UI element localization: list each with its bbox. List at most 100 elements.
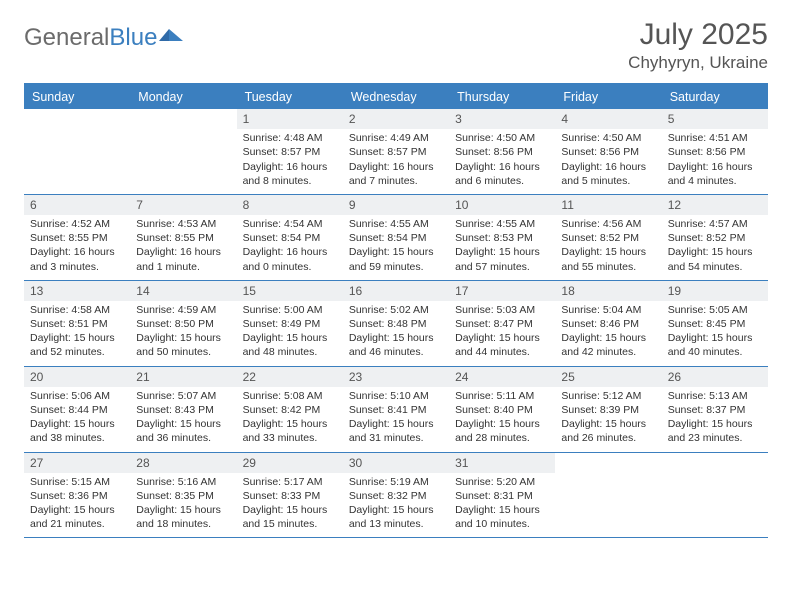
- sunrise-text: Sunrise: 4:48 AM: [243, 131, 337, 145]
- day-number: 2: [343, 109, 449, 129]
- week-row: 6Sunrise: 4:52 AMSunset: 8:55 PMDaylight…: [24, 195, 768, 281]
- sunrise-text: Sunrise: 4:52 AM: [30, 217, 124, 231]
- day-body: Sunrise: 5:03 AMSunset: 8:47 PMDaylight:…: [449, 301, 555, 366]
- day-number: 12: [662, 195, 768, 215]
- day-number: 15: [237, 281, 343, 301]
- day-body: [662, 473, 768, 481]
- days-of-week-row: Sunday Monday Tuesday Wednesday Thursday…: [24, 85, 768, 109]
- daylight-text: Daylight: 15 hours and 57 minutes.: [455, 245, 549, 273]
- daylight-text: Daylight: 16 hours and 5 minutes.: [561, 160, 655, 188]
- day-cell: 14Sunrise: 4:59 AMSunset: 8:50 PMDayligh…: [130, 281, 236, 366]
- day-number: 18: [555, 281, 661, 301]
- day-number: 14: [130, 281, 236, 301]
- day-body: Sunrise: 5:05 AMSunset: 8:45 PMDaylight:…: [662, 301, 768, 366]
- sunset-text: Sunset: 8:47 PM: [455, 317, 549, 331]
- day-number: 4: [555, 109, 661, 129]
- sunset-text: Sunset: 8:37 PM: [668, 403, 762, 417]
- day-body: Sunrise: 5:04 AMSunset: 8:46 PMDaylight:…: [555, 301, 661, 366]
- day-number: 16: [343, 281, 449, 301]
- day-number: 7: [130, 195, 236, 215]
- brand-mark-icon: [159, 23, 185, 48]
- day-cell: 29Sunrise: 5:17 AMSunset: 8:33 PMDayligh…: [237, 453, 343, 538]
- day-cell: 30Sunrise: 5:19 AMSunset: 8:32 PMDayligh…: [343, 453, 449, 538]
- sunrise-text: Sunrise: 5:07 AM: [136, 389, 230, 403]
- day-body: Sunrise: 5:02 AMSunset: 8:48 PMDaylight:…: [343, 301, 449, 366]
- sunset-text: Sunset: 8:51 PM: [30, 317, 124, 331]
- day-body: Sunrise: 5:07 AMSunset: 8:43 PMDaylight:…: [130, 387, 236, 452]
- week-row: 1Sunrise: 4:48 AMSunset: 8:57 PMDaylight…: [24, 109, 768, 195]
- sunrise-text: Sunrise: 4:51 AM: [668, 131, 762, 145]
- day-body: [555, 473, 661, 481]
- daylight-text: Daylight: 15 hours and 13 minutes.: [349, 503, 443, 531]
- day-number: 31: [449, 453, 555, 473]
- day-body: Sunrise: 4:51 AMSunset: 8:56 PMDaylight:…: [662, 129, 768, 194]
- day-number: 13: [24, 281, 130, 301]
- daylight-text: Daylight: 15 hours and 18 minutes.: [136, 503, 230, 531]
- sunrise-text: Sunrise: 5:04 AM: [561, 303, 655, 317]
- day-number: 25: [555, 367, 661, 387]
- day-cell: 11Sunrise: 4:56 AMSunset: 8:52 PMDayligh…: [555, 195, 661, 280]
- day-cell: 18Sunrise: 5:04 AMSunset: 8:46 PMDayligh…: [555, 281, 661, 366]
- sunrise-text: Sunrise: 5:05 AM: [668, 303, 762, 317]
- dow-thursday: Thursday: [449, 85, 555, 109]
- sunset-text: Sunset: 8:55 PM: [136, 231, 230, 245]
- day-cell: 23Sunrise: 5:10 AMSunset: 8:41 PMDayligh…: [343, 367, 449, 452]
- day-cell: 7Sunrise: 4:53 AMSunset: 8:55 PMDaylight…: [130, 195, 236, 280]
- daylight-text: Daylight: 16 hours and 6 minutes.: [455, 160, 549, 188]
- dow-monday: Monday: [130, 85, 236, 109]
- title-block: July 2025 Chyhyryn, Ukraine: [628, 18, 768, 73]
- daylight-text: Daylight: 15 hours and 50 minutes.: [136, 331, 230, 359]
- sunset-text: Sunset: 8:57 PM: [243, 145, 337, 159]
- daylight-text: Daylight: 15 hours and 21 minutes.: [30, 503, 124, 531]
- sunset-text: Sunset: 8:41 PM: [349, 403, 443, 417]
- sunset-text: Sunset: 8:52 PM: [668, 231, 762, 245]
- daylight-text: Daylight: 15 hours and 52 minutes.: [30, 331, 124, 359]
- day-cell: 21Sunrise: 5:07 AMSunset: 8:43 PMDayligh…: [130, 367, 236, 452]
- sunrise-text: Sunrise: 5:03 AM: [455, 303, 549, 317]
- daylight-text: Daylight: 15 hours and 38 minutes.: [30, 417, 124, 445]
- day-cell: [130, 109, 236, 194]
- day-number: 3: [449, 109, 555, 129]
- day-body: Sunrise: 4:54 AMSunset: 8:54 PMDaylight:…: [237, 215, 343, 280]
- sunset-text: Sunset: 8:52 PM: [561, 231, 655, 245]
- daylight-text: Daylight: 15 hours and 40 minutes.: [668, 331, 762, 359]
- sunrise-text: Sunrise: 5:16 AM: [136, 475, 230, 489]
- brand-part1: General: [24, 24, 109, 52]
- sunrise-text: Sunrise: 4:57 AM: [668, 217, 762, 231]
- daylight-text: Daylight: 16 hours and 7 minutes.: [349, 160, 443, 188]
- day-body: Sunrise: 4:48 AMSunset: 8:57 PMDaylight:…: [237, 129, 343, 194]
- sunrise-text: Sunrise: 5:17 AM: [243, 475, 337, 489]
- sunset-text: Sunset: 8:32 PM: [349, 489, 443, 503]
- daylight-text: Daylight: 15 hours and 44 minutes.: [455, 331, 549, 359]
- day-body: Sunrise: 5:08 AMSunset: 8:42 PMDaylight:…: [237, 387, 343, 452]
- day-cell: 31Sunrise: 5:20 AMSunset: 8:31 PMDayligh…: [449, 453, 555, 538]
- brand-part2: Blue: [109, 24, 157, 52]
- sunrise-text: Sunrise: 5:13 AM: [668, 389, 762, 403]
- day-cell: [555, 453, 661, 538]
- daylight-text: Daylight: 15 hours and 48 minutes.: [243, 331, 337, 359]
- day-body: Sunrise: 4:55 AMSunset: 8:54 PMDaylight:…: [343, 215, 449, 280]
- day-body: Sunrise: 4:49 AMSunset: 8:57 PMDaylight:…: [343, 129, 449, 194]
- sunset-text: Sunset: 8:54 PM: [243, 231, 337, 245]
- sunset-text: Sunset: 8:50 PM: [136, 317, 230, 331]
- day-number: 23: [343, 367, 449, 387]
- sunset-text: Sunset: 8:43 PM: [136, 403, 230, 417]
- sunset-text: Sunset: 8:45 PM: [668, 317, 762, 331]
- day-number: 20: [24, 367, 130, 387]
- day-number: 21: [130, 367, 236, 387]
- day-cell: 5Sunrise: 4:51 AMSunset: 8:56 PMDaylight…: [662, 109, 768, 194]
- daylight-text: Daylight: 16 hours and 0 minutes.: [243, 245, 337, 273]
- day-number: 9: [343, 195, 449, 215]
- sunset-text: Sunset: 8:53 PM: [455, 231, 549, 245]
- day-cell: 8Sunrise: 4:54 AMSunset: 8:54 PMDaylight…: [237, 195, 343, 280]
- sunset-text: Sunset: 8:48 PM: [349, 317, 443, 331]
- day-number: 30: [343, 453, 449, 473]
- sunrise-text: Sunrise: 4:55 AM: [349, 217, 443, 231]
- dow-tuesday: Tuesday: [237, 85, 343, 109]
- daylight-text: Daylight: 15 hours and 59 minutes.: [349, 245, 443, 273]
- sunrise-text: Sunrise: 5:12 AM: [561, 389, 655, 403]
- sunrise-text: Sunrise: 5:15 AM: [30, 475, 124, 489]
- daylight-text: Daylight: 15 hours and 46 minutes.: [349, 331, 443, 359]
- day-body: Sunrise: 5:17 AMSunset: 8:33 PMDaylight:…: [237, 473, 343, 538]
- day-number: 10: [449, 195, 555, 215]
